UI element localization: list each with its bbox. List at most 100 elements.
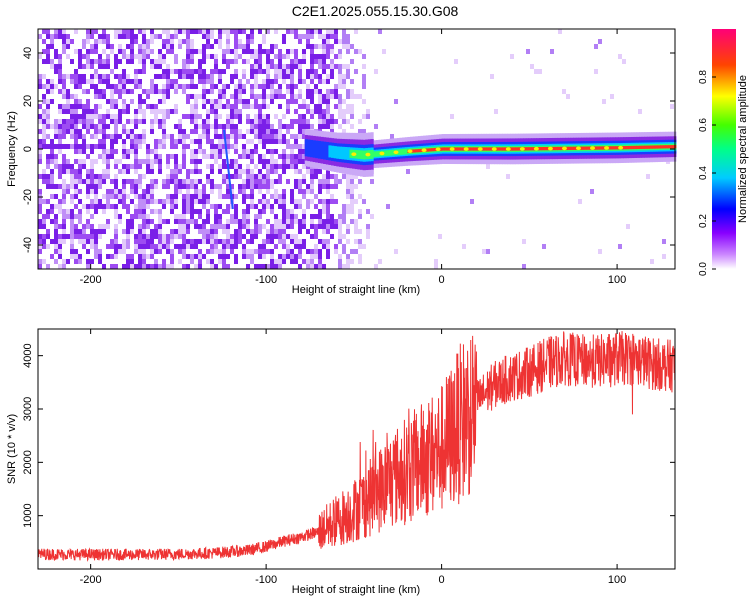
heatmap-cell [294, 244, 298, 249]
heatmap-cell [358, 129, 362, 134]
heatmap-cell [70, 104, 74, 109]
heatmap-cell [230, 214, 234, 219]
heatmap-cell [274, 219, 278, 224]
heatmap-cell [318, 184, 322, 189]
heatmap-cell [178, 244, 182, 249]
heatmap-cell [278, 259, 282, 264]
heatmap-cell [118, 249, 122, 254]
heatmap-cell [262, 179, 266, 184]
heatmap-cell [286, 224, 290, 229]
heatmap-cell [162, 144, 166, 149]
heatmap-cell [206, 174, 210, 179]
heatmap-cell [182, 64, 186, 69]
heatmap-cell [318, 119, 322, 124]
heatmap-cell [38, 104, 42, 109]
heatmap-cell [338, 229, 342, 234]
heatmap-cell [66, 34, 70, 39]
heatmap-cell [322, 224, 326, 229]
heatmap-cell [118, 109, 122, 114]
heatmap-cell [130, 259, 134, 264]
ridge-segment [644, 145, 648, 149]
heatmap-cell [290, 214, 294, 219]
heatmap-cell [282, 229, 286, 234]
heatmap-cell [106, 134, 110, 139]
heatmap-cell [146, 154, 150, 159]
heatmap-cell [122, 99, 126, 104]
heatmap-cell [286, 154, 290, 159]
heatmap-cell [58, 184, 62, 189]
heatmap-cell [230, 79, 234, 84]
heatmap-cell [318, 124, 322, 129]
heatmap-cell [346, 74, 350, 79]
ridge-segment [502, 147, 506, 151]
heatmap-cell [242, 74, 246, 79]
heatmap-cell [366, 114, 370, 119]
heatmap-cell [138, 134, 142, 139]
heatmap-cell [110, 69, 114, 74]
heatmap-cell [190, 119, 194, 124]
heatmap-cell [94, 104, 98, 109]
heatmap-cell [222, 29, 226, 34]
heatmap-cell [226, 179, 230, 184]
heatmap-cell [182, 139, 186, 144]
heatmap-cell [202, 229, 206, 234]
heatmap-cell [46, 29, 50, 34]
heatmap-cell [270, 254, 274, 259]
heatmap-cell [342, 99, 346, 104]
heatmap-cell [74, 224, 78, 229]
heatmap-cell [214, 214, 218, 219]
heatmap-cell [206, 234, 210, 239]
heatmap-cell [198, 209, 202, 214]
heatmap-cell [154, 149, 158, 154]
heatmap-cell [54, 154, 58, 159]
heatmap-cell [326, 224, 330, 229]
heatmap-cell [302, 244, 306, 249]
heatmap-cell [222, 144, 226, 149]
heatmap-cell [262, 69, 266, 74]
heatmap-cell [74, 204, 78, 209]
heatmap-cell [190, 244, 194, 249]
heatmap-cell [342, 174, 346, 179]
ridge-segment [441, 147, 445, 151]
heatmap-cell [194, 94, 198, 99]
heatmap-cell [282, 69, 286, 74]
heatmap-cell [162, 69, 166, 74]
heatmap-cell [70, 164, 74, 169]
heatmap-cell [158, 239, 162, 244]
heatmap-cell [190, 184, 194, 189]
heatmap-cell [234, 234, 238, 239]
heatmap-cell [306, 264, 310, 269]
heatmap-cell [358, 239, 362, 244]
heatmap-cell [246, 129, 250, 134]
ridge-segment [631, 145, 635, 150]
heatmap-cell [358, 49, 362, 54]
heatmap-cell [106, 64, 110, 69]
heatmap-cell [206, 249, 210, 254]
heatmap-cell [330, 199, 334, 204]
heatmap-cell [90, 199, 94, 204]
heatmap-cell [78, 189, 82, 194]
heatmap-cell [62, 124, 66, 129]
heatmap-cell [206, 74, 210, 79]
heatmap-cell [54, 29, 58, 34]
heatmap-cell [238, 54, 242, 59]
heatmap-cell [58, 204, 62, 209]
heatmap-cell [262, 264, 266, 269]
heatmap-cell [94, 184, 98, 189]
heatmap-cell [74, 139, 78, 144]
heatmap-cell [278, 64, 282, 69]
heatmap-cell [210, 34, 214, 39]
heatmap-cell [178, 124, 182, 129]
heatmap-cell [214, 264, 218, 269]
heatmap-cell [302, 124, 306, 129]
heatmap-cell [250, 254, 254, 259]
heatmap-cell [250, 229, 254, 234]
heatmap-cell [114, 224, 118, 229]
heatmap-cell [134, 39, 138, 44]
heatmap-cell [250, 64, 254, 69]
heatmap-cell [290, 189, 294, 194]
heatmap-cell [222, 174, 226, 179]
heatmap-cell [38, 159, 42, 164]
heatmap-cell [122, 144, 126, 149]
heatmap-cell [266, 104, 270, 109]
